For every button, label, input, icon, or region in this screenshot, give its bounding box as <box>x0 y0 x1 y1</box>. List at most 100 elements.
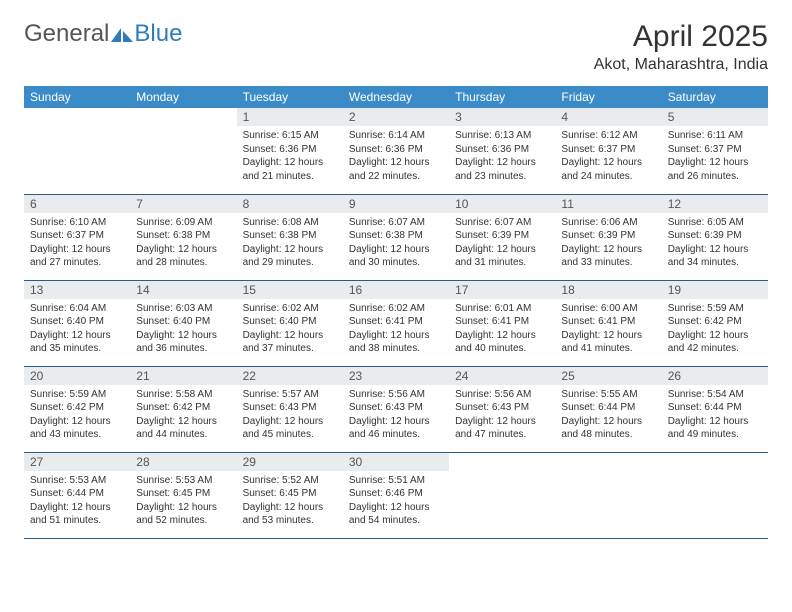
day-line: and 46 minutes. <box>349 428 443 442</box>
day-line: Sunrise: 6:11 AM <box>668 129 762 143</box>
day-line: Sunrise: 6:03 AM <box>136 302 230 316</box>
day-line: and 48 minutes. <box>561 428 655 442</box>
day-number: 21 <box>130 367 236 385</box>
day-details: Sunrise: 5:53 AMSunset: 6:45 PMDaylight:… <box>130 471 236 532</box>
calendar-cell: 9Sunrise: 6:07 AMSunset: 6:38 PMDaylight… <box>343 194 449 280</box>
day-details: Sunrise: 5:51 AMSunset: 6:46 PMDaylight:… <box>343 471 449 532</box>
calendar-cell: 8Sunrise: 6:08 AMSunset: 6:38 PMDaylight… <box>237 194 343 280</box>
calendar-row: 20Sunrise: 5:59 AMSunset: 6:42 PMDayligh… <box>24 366 768 452</box>
day-line: and 21 minutes. <box>243 170 337 184</box>
day-line: Daylight: 12 hours <box>561 156 655 170</box>
day-line: and 41 minutes. <box>561 342 655 356</box>
day-line: and 44 minutes. <box>136 428 230 442</box>
day-number: 16 <box>343 281 449 299</box>
day-line: and 51 minutes. <box>30 514 124 528</box>
day-line: Daylight: 12 hours <box>561 329 655 343</box>
day-line: Sunrise: 5:56 AM <box>455 388 549 402</box>
day-line: Sunset: 6:36 PM <box>243 143 337 157</box>
day-line: Daylight: 12 hours <box>243 329 337 343</box>
day-details: Sunrise: 6:11 AMSunset: 6:37 PMDaylight:… <box>662 126 768 187</box>
sail-icon <box>111 26 133 42</box>
day-line: and 23 minutes. <box>455 170 549 184</box>
day-line: Sunset: 6:43 PM <box>349 401 443 415</box>
weekday-header: Wednesday <box>343 86 449 108</box>
day-line: and 40 minutes. <box>455 342 549 356</box>
day-number: 4 <box>555 108 661 126</box>
day-line: and 30 minutes. <box>349 256 443 270</box>
day-details: Sunrise: 6:01 AMSunset: 6:41 PMDaylight:… <box>449 299 555 360</box>
day-details: Sunrise: 6:04 AMSunset: 6:40 PMDaylight:… <box>24 299 130 360</box>
calendar-cell: 23Sunrise: 5:56 AMSunset: 6:43 PMDayligh… <box>343 366 449 452</box>
day-line: and 35 minutes. <box>30 342 124 356</box>
calendar-cell: 27Sunrise: 5:53 AMSunset: 6:44 PMDayligh… <box>24 452 130 538</box>
calendar-cell: 24Sunrise: 5:56 AMSunset: 6:43 PMDayligh… <box>449 366 555 452</box>
day-line: Sunrise: 6:10 AM <box>30 216 124 230</box>
day-line: Sunrise: 5:51 AM <box>349 474 443 488</box>
calendar-cell <box>662 452 768 538</box>
day-line: and 36 minutes. <box>136 342 230 356</box>
day-details: Sunrise: 5:56 AMSunset: 6:43 PMDaylight:… <box>449 385 555 446</box>
day-number: 6 <box>24 195 130 213</box>
weekday-header: Monday <box>130 86 236 108</box>
day-line: Sunrise: 6:01 AM <box>455 302 549 316</box>
day-line: Sunrise: 6:02 AM <box>349 302 443 316</box>
day-line: Sunset: 6:41 PM <box>455 315 549 329</box>
day-line: Sunrise: 5:59 AM <box>668 302 762 316</box>
day-details: Sunrise: 5:59 AMSunset: 6:42 PMDaylight:… <box>662 299 768 360</box>
day-number: 8 <box>237 195 343 213</box>
day-details: Sunrise: 6:05 AMSunset: 6:39 PMDaylight:… <box>662 213 768 274</box>
day-line: Sunset: 6:46 PM <box>349 487 443 501</box>
day-number: 17 <box>449 281 555 299</box>
day-details: Sunrise: 6:03 AMSunset: 6:40 PMDaylight:… <box>130 299 236 360</box>
day-number: 20 <box>24 367 130 385</box>
day-line: Daylight: 12 hours <box>136 243 230 257</box>
day-line: Sunrise: 5:55 AM <box>561 388 655 402</box>
day-number: 2 <box>343 108 449 126</box>
day-line: Daylight: 12 hours <box>30 501 124 515</box>
day-number: 24 <box>449 367 555 385</box>
day-line: Sunset: 6:42 PM <box>136 401 230 415</box>
day-line: Daylight: 12 hours <box>243 415 337 429</box>
calendar-row: 13Sunrise: 6:04 AMSunset: 6:40 PMDayligh… <box>24 280 768 366</box>
day-line: Daylight: 12 hours <box>136 415 230 429</box>
day-number: 25 <box>555 367 661 385</box>
day-line: Sunrise: 5:53 AM <box>30 474 124 488</box>
day-number: 15 <box>237 281 343 299</box>
day-number: 3 <box>449 108 555 126</box>
day-line: Sunset: 6:37 PM <box>668 143 762 157</box>
day-details: Sunrise: 5:58 AMSunset: 6:42 PMDaylight:… <box>130 385 236 446</box>
calendar-cell: 25Sunrise: 5:55 AMSunset: 6:44 PMDayligh… <box>555 366 661 452</box>
day-details: Sunrise: 5:55 AMSunset: 6:44 PMDaylight:… <box>555 385 661 446</box>
calendar-cell: 22Sunrise: 5:57 AMSunset: 6:43 PMDayligh… <box>237 366 343 452</box>
day-details: Sunrise: 6:10 AMSunset: 6:37 PMDaylight:… <box>24 213 130 274</box>
day-line: Sunrise: 6:00 AM <box>561 302 655 316</box>
day-line: Sunset: 6:45 PM <box>136 487 230 501</box>
day-line: Daylight: 12 hours <box>668 329 762 343</box>
day-line: Daylight: 12 hours <box>668 415 762 429</box>
day-line: Sunset: 6:37 PM <box>30 229 124 243</box>
day-line: Sunrise: 6:12 AM <box>561 129 655 143</box>
day-details: Sunrise: 6:07 AMSunset: 6:38 PMDaylight:… <box>343 213 449 274</box>
day-line: Sunrise: 5:56 AM <box>349 388 443 402</box>
day-line: Sunrise: 6:02 AM <box>243 302 337 316</box>
day-details: Sunrise: 5:53 AMSunset: 6:44 PMDaylight:… <box>24 471 130 532</box>
day-number: 13 <box>24 281 130 299</box>
day-line: Daylight: 12 hours <box>30 415 124 429</box>
day-line: Sunrise: 5:59 AM <box>30 388 124 402</box>
day-line: Sunrise: 5:53 AM <box>136 474 230 488</box>
day-line: and 49 minutes. <box>668 428 762 442</box>
day-line: Daylight: 12 hours <box>349 501 443 515</box>
day-line: Daylight: 12 hours <box>455 415 549 429</box>
day-details: Sunrise: 6:02 AMSunset: 6:40 PMDaylight:… <box>237 299 343 360</box>
calendar-row: 6Sunrise: 6:10 AMSunset: 6:37 PMDaylight… <box>24 194 768 280</box>
day-line: and 52 minutes. <box>136 514 230 528</box>
day-number: 9 <box>343 195 449 213</box>
weekday-header: Tuesday <box>237 86 343 108</box>
day-number: 28 <box>130 453 236 471</box>
calendar-cell <box>24 108 130 194</box>
day-line: Daylight: 12 hours <box>349 156 443 170</box>
day-line: Sunset: 6:44 PM <box>561 401 655 415</box>
day-line: Sunset: 6:38 PM <box>136 229 230 243</box>
day-line: Daylight: 12 hours <box>455 243 549 257</box>
brand-part2: Blue <box>134 20 182 48</box>
